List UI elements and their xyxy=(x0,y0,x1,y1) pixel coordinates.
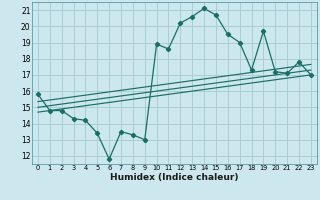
X-axis label: Humidex (Indice chaleur): Humidex (Indice chaleur) xyxy=(110,173,239,182)
